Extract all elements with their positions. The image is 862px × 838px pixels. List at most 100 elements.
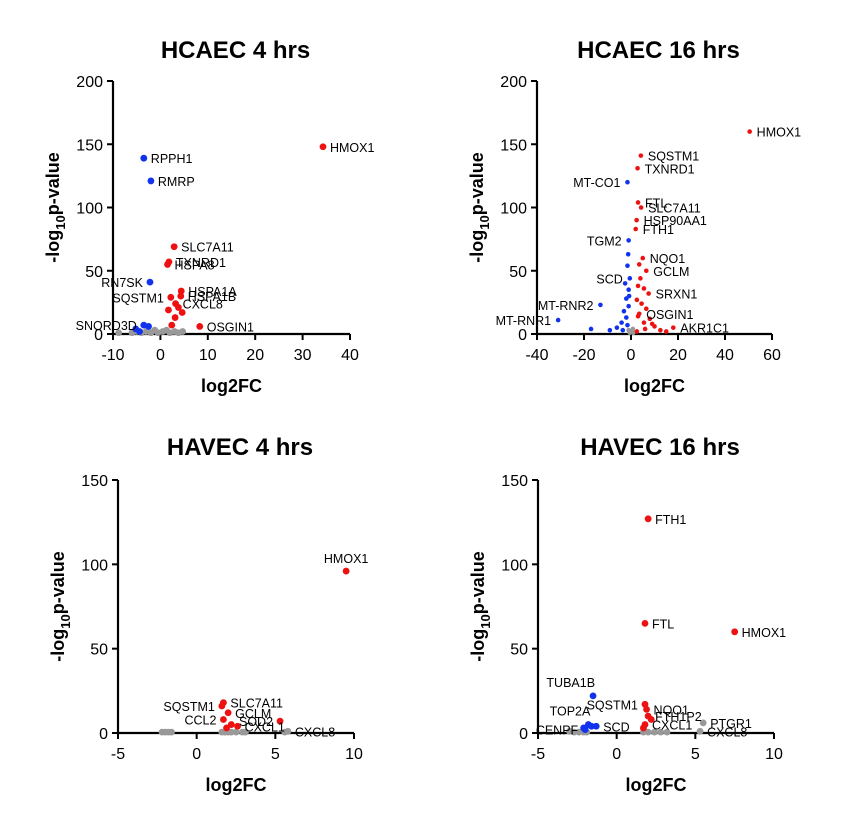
x-tick-label: 40 [716,347,734,364]
x-axis-title: log2FC [626,775,687,795]
y-axis-title-sub: 10 [478,614,493,628]
data-point-up [634,329,640,334]
y-tick-label: 50 [510,642,528,659]
x-tick-label: 20 [246,347,264,364]
y-tick-label: 150 [76,137,103,154]
gene-label: FTH1 [643,223,674,237]
data-point-up [177,287,185,295]
data-point-up [640,255,646,261]
x-tick-label: 20 [669,347,687,364]
data-point-up [638,205,644,210]
data-point-up [635,200,641,205]
x-tick-label: 0 [156,347,165,364]
gene-label: SRXN1 [656,288,698,302]
data-point-down [598,302,603,308]
data-point-ns [699,719,707,727]
gene-label: MT-RNR1 [496,314,552,328]
gene-label: CXCL8 [295,725,335,739]
data-point-down [136,328,143,335]
gene-label: SQSTM1 [648,150,699,164]
gene-label: HSPA1A [188,285,237,299]
data-point-ns [575,728,583,736]
x-tick-label: 0 [192,746,201,763]
y-axis-title-sub: 10 [53,215,68,229]
gene-label: FTH1P2 [655,710,702,724]
data-point-up [164,261,171,268]
data-point-ns [179,328,187,335]
data-point-up [641,320,647,325]
data-point-up [635,283,641,289]
x-tick-label: 0 [612,746,621,763]
panel-1: HCAEC 4 hrs 0 50 100 150 200 -10 0 10 20 30 40 log2F… [43,37,374,396]
data-point-ns [232,728,240,736]
y-axis-title-base: -log [43,230,63,263]
gene-label: SLC7A11 [181,241,234,255]
gene-label: HMOX1 [324,552,369,566]
data-point-up [642,326,648,332]
gene-label: TUBA1B [546,676,595,690]
data-point-down [589,692,597,700]
x-tick-label: -5 [111,746,125,763]
data-point-up [224,709,232,717]
gene-label: CXCL1 [245,720,285,734]
data-point-up [178,309,186,316]
y-axis-title-rest: p-value [468,551,488,614]
data-point-up [227,721,235,728]
gene-label: SCD [603,720,629,734]
gene-label: CXCL8 [183,298,223,312]
x-tick-label: 10 [765,746,783,763]
gene-label: HMOX1 [742,626,787,640]
y-tick-label: 150 [500,137,527,154]
gene-label: HSPA8 [175,258,215,272]
y-axis-title: -log10p-value [48,551,73,662]
data-point-ns [168,728,175,736]
gene-label: TGM2 [587,234,622,248]
y-tick-label: 150 [501,473,528,490]
data-point-down [625,263,630,268]
data-point-ns [227,728,235,736]
y-axis-title: -log10p-value [468,551,493,662]
gene-label: HMOX1 [330,141,375,155]
data-point-down [147,177,155,185]
data-point-up [643,306,649,312]
gene-label: TXNRD1 [645,162,695,176]
data-point-up [170,243,178,251]
gene-label: MT-CO1 [573,176,620,190]
y-tick-label: 0 [519,726,528,743]
data-point-up [731,628,739,636]
data-point-ns [570,728,578,736]
gene-label: RPPH1 [151,152,193,166]
data-point-up [641,286,647,291]
data-point-up [635,165,640,171]
gene-label: FTH1 [655,513,686,527]
data-point-up [633,226,638,232]
data-point-down [627,276,633,281]
y-tick-label: 0 [518,327,527,344]
x-axis-title: log2FC [201,376,262,396]
x-tick-label: -20 [572,347,595,364]
data-point-down [625,322,630,328]
gene-label: SQSTM1 [587,698,638,712]
data-point-up [171,314,179,321]
data-point-down [140,154,148,162]
y-tick-label: 200 [500,74,527,91]
data-point-up [165,306,172,314]
y-tick-label: 100 [501,557,528,574]
y-tick-label: 50 [509,264,527,281]
data-point-up [234,722,241,730]
data-point-up [643,705,650,713]
data-point-up [640,724,647,732]
x-tick-label: -10 [101,347,124,364]
y-axis-title: -log10p-value [467,152,492,263]
data-point-up [634,297,640,303]
y-tick-label: 0 [99,726,108,743]
gene-label: NQO1 [654,703,689,717]
data-point-ns [242,728,249,736]
data-point-ns [631,330,636,336]
x-tick-label: 5 [271,746,280,763]
x-tick-label: 0 [627,347,636,364]
y-axis-title-base: -log [48,629,68,662]
data-point-down [607,327,613,333]
y-tick-label: 100 [500,201,527,218]
